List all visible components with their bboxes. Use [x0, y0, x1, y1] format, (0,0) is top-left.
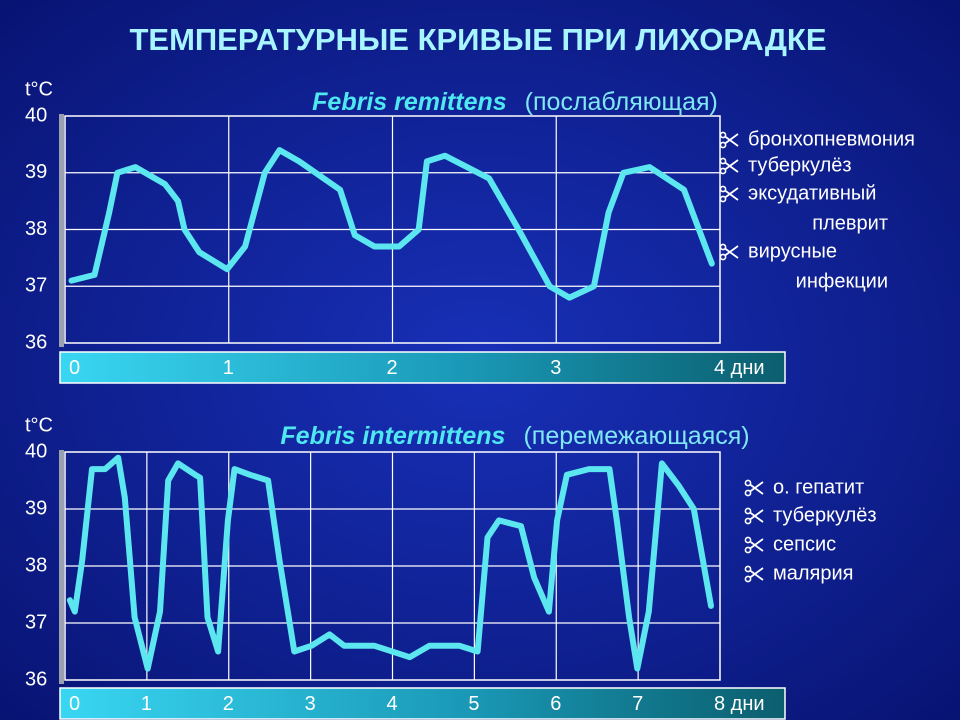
y-tick-label: 39: [25, 161, 47, 183]
annotation: плеврит: [812, 212, 888, 234]
chart-title-main: Febris intermittens: [280, 422, 505, 450]
annotation: сепсис: [773, 533, 836, 555]
x-tick-label: 2: [223, 693, 234, 715]
y-tick-label: 37: [25, 611, 47, 633]
x-tick-label: 5: [468, 693, 479, 715]
y-axis-label: t°C: [25, 78, 53, 100]
x-tick-label: 1: [141, 693, 152, 715]
y-axis-bar: [59, 450, 64, 684]
slide-title: ТЕМПЕРАТУРНЫЕ КРИВЫЕ ПРИ ЛИХОРАДКЕ: [129, 22, 826, 57]
x-band: [59, 687, 786, 720]
y-tick-label: 37: [25, 275, 47, 297]
temperature-line: [66, 454, 714, 672]
chart-title-main: Febris remittens: [312, 88, 507, 116]
annotation: туберкулёз: [748, 154, 852, 176]
x-tick-label: 0: [69, 693, 80, 715]
temperature-line: [68, 147, 715, 301]
y-tick-label: 36: [25, 668, 47, 690]
y-tick-label: 40: [25, 440, 47, 462]
x-tick-label: 2: [387, 357, 398, 379]
annotation: эксудативный: [748, 182, 876, 204]
annotation: о. гепатит: [773, 476, 864, 498]
x-tick-label: 1: [223, 357, 234, 379]
x-tick-label: 4: [387, 693, 398, 715]
x-tick-label: 0: [69, 357, 80, 379]
y-axis-bar: [59, 114, 64, 347]
annotation: инфекции: [796, 270, 888, 292]
y-tick-label: 36: [25, 331, 47, 353]
x-tick-label: 8 дни: [714, 693, 765, 715]
annotation: туберкулёз: [773, 504, 877, 526]
y-tick-label: 38: [25, 218, 47, 240]
y-tick-label: 40: [25, 104, 47, 126]
x-tick-label: 3: [305, 693, 316, 715]
x-tick-label: 3: [550, 357, 561, 379]
annotation: вирусные: [748, 240, 837, 262]
x-tick-label: 4 дни: [714, 357, 765, 379]
chart-title: Febris remittens (послабляющая): [312, 88, 718, 116]
annotation: бронхопневмония: [748, 128, 915, 150]
chart-title-sub: (послабляющая): [525, 88, 718, 116]
annotation: малярия: [773, 562, 854, 584]
x-tick-label: 6: [550, 693, 561, 715]
chart-title: Febris intermittens (перемежающаяся): [280, 422, 749, 450]
x-tick-label: 7: [632, 693, 643, 715]
y-tick-label: 38: [25, 554, 47, 576]
chart-title-sub: (перемежающаяся): [523, 422, 749, 450]
y-axis-label: t°C: [25, 414, 53, 436]
y-tick-label: 39: [25, 497, 47, 519]
x-band: [59, 351, 786, 384]
